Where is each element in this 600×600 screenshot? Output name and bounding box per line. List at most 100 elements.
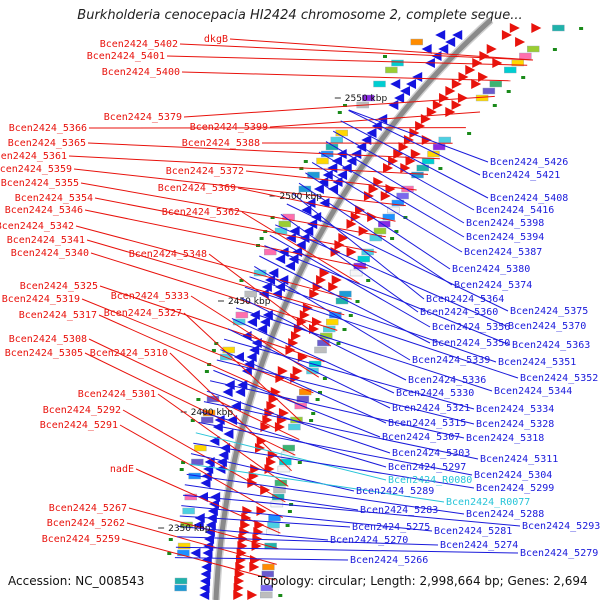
- gene-label-left: Bcen2424_5369: [158, 183, 236, 194]
- leader-line: [121, 538, 276, 581]
- gene-block: [391, 199, 405, 207]
- gene-block: [306, 367, 319, 375]
- forward-gene-arrow: [405, 156, 416, 166]
- gene-label-left: Bcen2424_5301: [78, 389, 156, 400]
- gene-block: [339, 290, 352, 298]
- reverse-gene-arrow: [207, 506, 218, 516]
- gene-label-left: dkgB: [204, 34, 228, 45]
- leader-line: [200, 411, 387, 468]
- misc-feature-dot: [263, 230, 268, 233]
- leader-line: [88, 338, 300, 441]
- forward-gene-arrow: [256, 436, 267, 446]
- misc-feature-dot: [343, 104, 347, 107]
- gene-block: [326, 318, 339, 326]
- gene-block: [235, 311, 249, 319]
- gene-block: [504, 66, 517, 74]
- map-title: Burkholderia cenocepacia HI2424 chromoso…: [77, 8, 523, 23]
- gene-label-left: Bcen2424_5341: [7, 235, 85, 246]
- gene-label-right: Bcen2424_5421: [482, 170, 560, 181]
- misc-feature-dot: [336, 342, 341, 345]
- gene-label-right: Bcen2424_5334: [476, 404, 554, 415]
- forward-gene-arrow: [262, 415, 273, 425]
- gene-block: [385, 66, 398, 74]
- gene-block: [177, 542, 191, 550]
- forward-gene-arrow: [410, 149, 421, 159]
- forward-gene-arrow: [233, 583, 244, 593]
- reverse-gene-arrow: [400, 86, 411, 96]
- leader-line: [193, 442, 475, 489]
- gene-label-left: Bcen2424_5333: [111, 291, 189, 302]
- gene-label-left: Bcen2424_5325: [20, 281, 98, 292]
- gene-label-left: Bcen2424_5305: [5, 348, 83, 359]
- forward-gene-arrow: [479, 51, 490, 61]
- gene-label-right: Bcen2424_5398: [466, 218, 544, 229]
- reverse-gene-arrow: [295, 240, 306, 250]
- forward-gene-arrow: [331, 275, 342, 285]
- reverse-gene-arrow: [216, 457, 227, 467]
- reverse-gene-arrow: [301, 205, 312, 215]
- gene-label-right: Bcen2424_5416: [476, 205, 554, 216]
- reverse-gene-arrow: [200, 569, 211, 579]
- gene-label-right: Bcen2424_5266: [350, 555, 428, 566]
- leader-line: [203, 401, 479, 460]
- reverse-gene-arrow: [406, 79, 417, 89]
- leader-line: [340, 120, 489, 199]
- gene-label-right: Bcen2424_5330: [396, 388, 474, 399]
- reverse-gene-arrow: [201, 471, 212, 481]
- forward-gene-arrow: [242, 506, 253, 516]
- gene-block: [519, 52, 532, 60]
- reverse-gene-arrow: [203, 464, 214, 474]
- gene-label-right: Bcen2424_5315: [388, 418, 466, 429]
- forward-gene-arrow: [368, 184, 379, 194]
- leader-line: [229, 38, 534, 61]
- accession-text: Accession: NC_008543: [8, 574, 145, 588]
- leader-line: [249, 276, 497, 363]
- gene-label-left: Bcen2424_5346: [5, 205, 83, 216]
- misc-feature-dot: [289, 503, 294, 506]
- forward-gene-arrow: [346, 219, 357, 229]
- forward-gene-arrow: [465, 65, 476, 75]
- gene-label-left: Bcen2424_5291: [40, 420, 118, 431]
- gene-block: [427, 150, 440, 158]
- gene-block: [489, 80, 502, 88]
- reverse-gene-arrow: [361, 135, 372, 145]
- misc-feature-dot: [285, 524, 290, 527]
- forward-gene-arrow: [290, 373, 301, 383]
- gene-label-right: Bcen2424_5318: [466, 433, 544, 444]
- misc-feature-dot: [211, 349, 216, 352]
- leader-line: [166, 55, 528, 66]
- misc-feature-dot: [355, 300, 360, 303]
- misc-feature-dot: [521, 76, 526, 79]
- reverse-gene-arrow: [200, 576, 211, 586]
- forward-gene-arrow: [267, 450, 278, 460]
- topology-summary: Topology: circular; Length: 2,998,664 bp…: [258, 574, 588, 588]
- leader-line: [318, 151, 465, 238]
- forward-gene-arrow: [415, 121, 426, 131]
- reverse-gene-arrow: [194, 513, 205, 523]
- forward-gene-arrow: [531, 23, 542, 33]
- misc-feature-dot: [552, 48, 557, 51]
- misc-feature-dot: [181, 461, 186, 464]
- reverse-gene-arrow: [233, 352, 244, 362]
- gene-block: [387, 206, 400, 214]
- leader-line: [186, 473, 465, 515]
- leader-line: [332, 130, 475, 211]
- gene-label-right: Bcen2424_5380: [452, 264, 530, 275]
- gene-block: [373, 80, 386, 88]
- leader-line: [126, 522, 277, 565]
- gene-label-right: Bcen2424_5275: [352, 522, 430, 533]
- gene-label-left: Bcen2424_5348: [129, 249, 207, 260]
- gene-block: [323, 325, 336, 333]
- leader-line: [208, 253, 332, 347]
- misc-feature-dot: [297, 461, 302, 464]
- leader-line: [274, 224, 507, 327]
- misc-feature-dot: [366, 279, 371, 282]
- forward-gene-arrow: [486, 44, 497, 54]
- gene-label-right: Bcen2424_5270: [330, 535, 408, 546]
- misc-feature-dot: [311, 412, 316, 415]
- leader-line: [75, 225, 352, 300]
- leader-line: [348, 109, 481, 176]
- forward-gene-arrow: [383, 163, 394, 173]
- misc-feature-dot: [403, 216, 408, 219]
